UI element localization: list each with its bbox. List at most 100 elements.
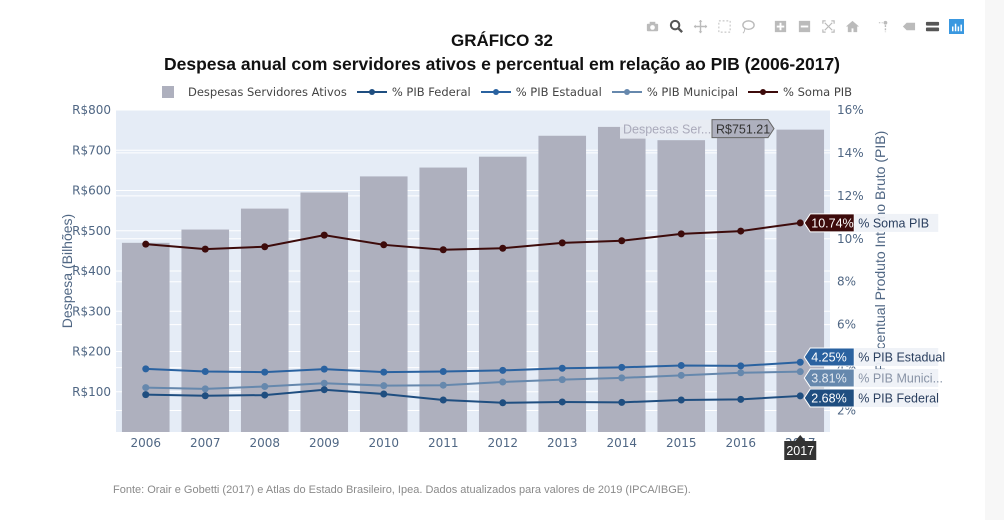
bar-2016[interactable] [716,126,765,432]
zoom-out-button[interactable] [792,14,816,38]
point-soma-2013[interactable] [558,239,566,247]
point-estadual-2016[interactable] [737,362,745,370]
point-municipal-2009[interactable] [320,379,328,387]
point-municipal-2012[interactable] [499,378,507,386]
x-tick-label: 2010 [368,436,399,450]
point-estadual-2009[interactable] [320,365,328,373]
bar-2006[interactable] [121,242,170,432]
camera-icon [646,21,658,31]
point-municipal-2008[interactable] [261,382,269,390]
point-federal-2015[interactable] [677,396,685,404]
point-municipal-2013[interactable] [558,376,566,384]
footnote: Fonte: Orair e Gobetti (2017) e Atlas do… [113,484,691,496]
bar-2010[interactable] [359,176,408,432]
hover-name-box-soma [854,213,939,232]
camera-button[interactable] [640,14,664,38]
zoom-in-button[interactable] [768,14,792,38]
home-button[interactable] [840,14,864,38]
point-estadual-2006[interactable] [142,365,150,373]
point-municipal-2007[interactable] [201,385,209,393]
hover-name-federal: % PIB Federal [858,392,939,406]
point-municipal-2006[interactable] [142,384,150,392]
point-municipal-2016[interactable] [737,369,745,377]
point-federal-2013[interactable] [558,398,566,406]
point-federal-2007[interactable] [201,392,209,400]
legend-item-municipal[interactable]: % PIB Municipal [611,85,738,99]
x-tick-label: 2006 [130,436,161,450]
hover-name-box [620,119,712,139]
line-federal[interactable] [145,388,801,404]
point-soma-2017[interactable] [796,219,804,227]
line-estadual[interactable] [145,361,801,374]
point-soma-2015[interactable] [677,230,685,238]
line-soma[interactable] [145,221,801,251]
pan-button[interactable] [688,14,712,38]
bar-2007[interactable] [181,229,230,432]
legend-swatch-soma [748,87,779,97]
point-estadual-2010[interactable] [380,368,388,376]
bar-2015[interactable] [657,140,706,432]
point-municipal-2014[interactable] [618,374,626,382]
point-soma-2006[interactable] [142,240,150,248]
legend-item-despesas[interactable]: Despesas Servidores Ativos [160,85,347,99]
hover-x-label: 2017 [786,444,814,458]
point-municipal-2015[interactable] [677,371,685,379]
gridlines [116,109,830,412]
point-estadual-2007[interactable] [201,367,209,375]
spike-lines-button[interactable] [872,14,896,38]
bar-2009[interactable] [300,192,349,432]
point-federal-2009[interactable] [320,386,328,394]
point-estadual-2015[interactable] [677,361,685,369]
point-federal-2017[interactable] [796,392,804,400]
point-soma-2008[interactable] [261,243,269,251]
y2-tick-label: 14% [837,146,864,160]
y-tick-label: R$300 [72,304,111,318]
bar-2014[interactable] [597,126,646,432]
point-federal-2008[interactable] [261,391,269,399]
point-soma-2011[interactable] [439,246,447,254]
point-soma-2014[interactable] [618,237,626,245]
line-municipal[interactable] [145,370,801,390]
point-federal-2014[interactable] [618,398,626,406]
y-tick-label: R$800 [72,103,111,117]
hover-closest-button[interactable] [896,14,920,38]
autoscale-button[interactable] [816,14,840,38]
point-municipal-2011[interactable] [439,381,447,389]
point-estadual-2011[interactable] [439,367,447,375]
hover-value-municipal: 3.81% [811,372,846,386]
point-soma-2010[interactable] [380,241,388,249]
legend-item-federal[interactable]: % PIB Federal [356,85,471,99]
point-federal-2006[interactable] [142,391,150,399]
point-soma-2007[interactable] [201,245,209,253]
bar-2013[interactable] [538,135,587,432]
bar-2012[interactable] [478,156,527,432]
point-soma-2016[interactable] [737,227,745,235]
legend-item-soma[interactable]: % Soma PIB [748,85,852,99]
point-estadual-2013[interactable] [558,364,566,372]
point-estadual-2012[interactable] [499,366,507,374]
spike-lines-icon [878,20,887,32]
hover-compare-button[interactable] [920,14,944,38]
point-estadual-2014[interactable] [618,363,626,371]
point-municipal-2017[interactable] [796,368,804,376]
bar-2011[interactable] [419,167,468,432]
zoom-button[interactable] [664,14,688,38]
point-estadual-2017[interactable] [796,358,804,366]
hover-bar-name: Despesas Ser... [623,123,711,137]
x-tick-label: 2014 [606,436,637,450]
box-select-button[interactable] [712,14,736,38]
legend-swatch-estadual [480,87,511,97]
point-municipal-2010[interactable] [380,382,388,390]
point-soma-2009[interactable] [320,231,328,239]
point-federal-2012[interactable] [499,399,507,407]
point-soma-2012[interactable] [499,244,507,252]
lasso-select-button[interactable] [736,14,760,38]
point-federal-2016[interactable] [737,395,745,403]
point-estadual-2008[interactable] [261,368,269,376]
legend-item-estadual[interactable]: % PIB Estadual [480,85,602,99]
plotly-logo-button[interactable] [944,14,968,38]
point-federal-2010[interactable] [380,390,388,398]
point-federal-2011[interactable] [439,396,447,404]
hover-name-box-federal [854,389,939,407]
